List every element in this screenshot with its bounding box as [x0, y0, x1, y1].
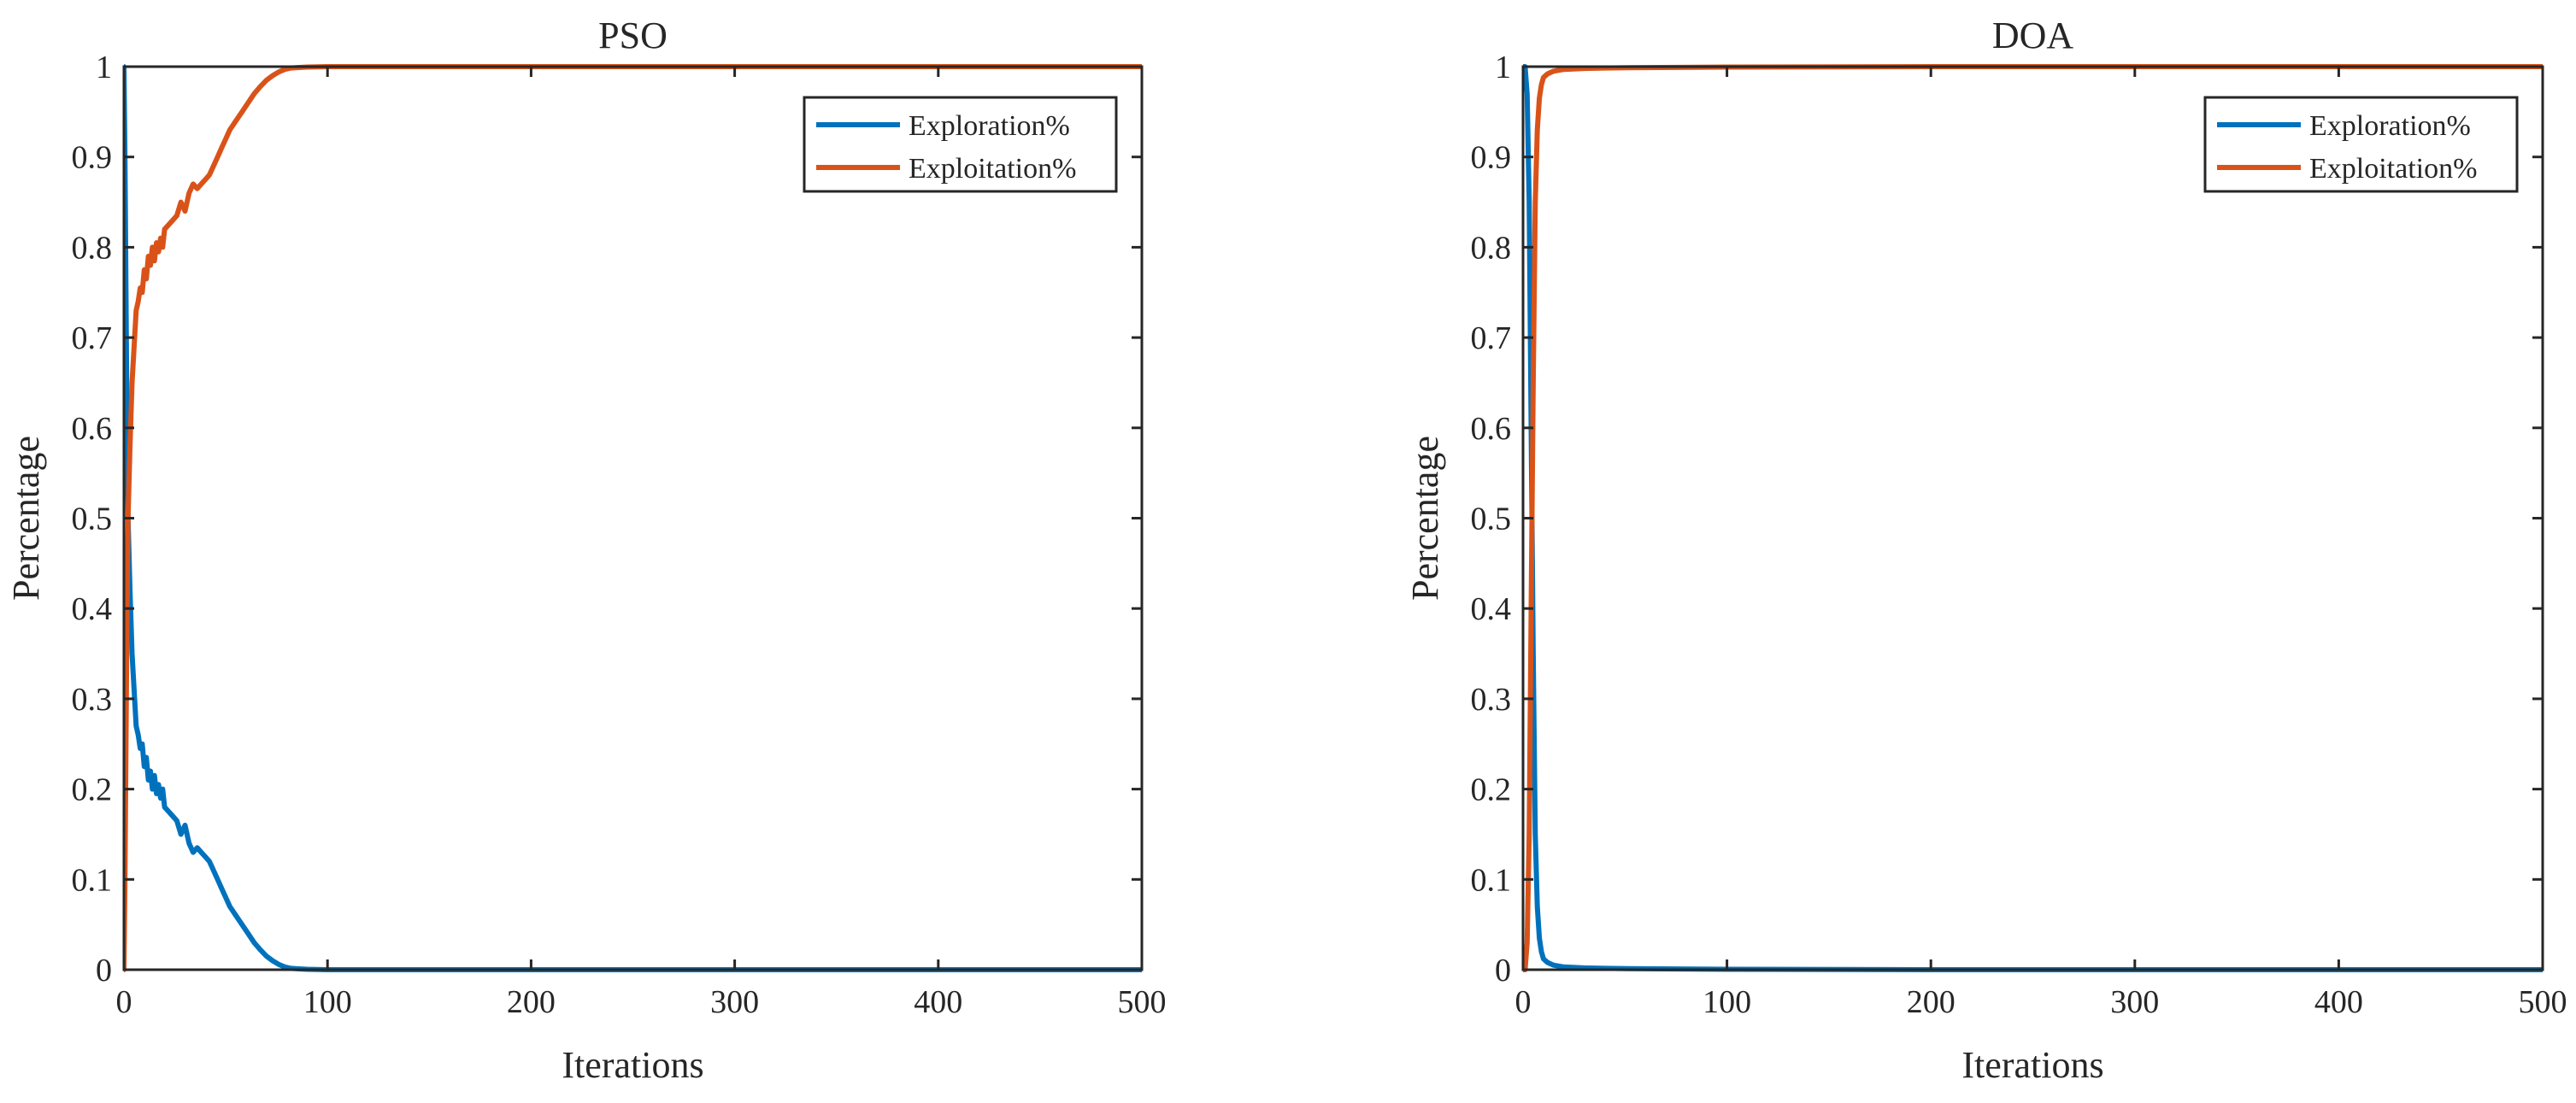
y-tick-label: 0.5 — [72, 502, 113, 537]
x-tick-label: 400 — [2314, 984, 2363, 1020]
y-tick-label: 0.6 — [72, 411, 113, 447]
legend-label-exploration: Exploration% — [2309, 110, 2471, 142]
x-tick-label: 100 — [303, 984, 352, 1020]
x-tick-label: 300 — [2110, 984, 2159, 1020]
series-line-exploitation — [124, 64, 1142, 972]
y-tick-label: 1 — [1495, 50, 1511, 85]
y-tick-label: 0.2 — [1471, 772, 1512, 808]
y-tick-label: 0.2 — [72, 772, 113, 808]
x-tick-label: 200 — [507, 984, 556, 1020]
legend-label-exploitation: Exploitation% — [909, 153, 1076, 185]
chart-panel-1: 0 0.1 0.2 0.3 0.4 0.5 0.6 0.7 0.8 0.9 1 0 100 200 300 4… — [1404, 15, 2567, 1086]
y-tick-label: 0 — [1495, 953, 1511, 989]
y-tick-label: 1 — [96, 50, 112, 85]
y-tick-label: 0 — [96, 953, 112, 989]
y-tick-label: 0.5 — [1471, 502, 1512, 537]
plot-area — [1523, 67, 2543, 970]
y-axis-label: Percentage — [5, 436, 47, 601]
y-tick-label: 0.7 — [72, 320, 113, 356]
x-tick-label: 500 — [2519, 984, 2567, 1020]
y-tick-label: 0.9 — [72, 140, 113, 176]
y-tick-label: 0.8 — [72, 230, 113, 266]
x-tick-label: 500 — [1118, 984, 1167, 1020]
y-tick-label: 0.9 — [1471, 140, 1512, 176]
x-tick-label: 200 — [1907, 984, 1956, 1020]
series-line-exploration — [124, 64, 1142, 972]
x-tick-label: 400 — [914, 984, 962, 1020]
y-axis-label: Percentage — [1404, 436, 1446, 601]
legend-label-exploitation: Exploitation% — [2309, 153, 2477, 185]
legend: Exploration% Exploitation% — [803, 96, 1118, 193]
legend: Exploration% Exploitation% — [2203, 96, 2519, 193]
y-tick-label: 0.3 — [1471, 682, 1512, 718]
chart-panel-0: 0 0.1 0.2 0.3 0.4 0.5 0.6 0.7 0.8 0.9 1 0 100 200 300 4… — [5, 15, 1167, 1086]
x-tick-label: 100 — [1703, 984, 1751, 1020]
x-axis-label: Iterations — [562, 1044, 703, 1086]
legend-box — [803, 96, 1118, 193]
legend-box — [2203, 96, 2519, 193]
y-tick-label: 0.1 — [1471, 862, 1512, 898]
x-tick-label: 300 — [710, 984, 759, 1020]
plot-area — [124, 67, 1142, 970]
y-tick-label: 0.1 — [72, 862, 113, 898]
y-tick-label: 0.6 — [1471, 411, 1512, 447]
legend-label-exploration: Exploration% — [909, 110, 1070, 142]
x-tick-label: 0 — [116, 984, 132, 1020]
y-tick-label: 0.4 — [72, 591, 113, 627]
y-tick-label: 0.7 — [1471, 320, 1512, 356]
chart-title: DOA — [1992, 15, 2074, 56]
x-tick-label: 0 — [1515, 984, 1532, 1020]
chart-title: PSO — [598, 15, 668, 56]
x-axis-label: Iterations — [1961, 1044, 2103, 1086]
y-tick-label: 0.4 — [1471, 591, 1512, 627]
y-tick-label: 0.3 — [72, 682, 113, 718]
y-tick-label: 0.8 — [1471, 230, 1512, 266]
